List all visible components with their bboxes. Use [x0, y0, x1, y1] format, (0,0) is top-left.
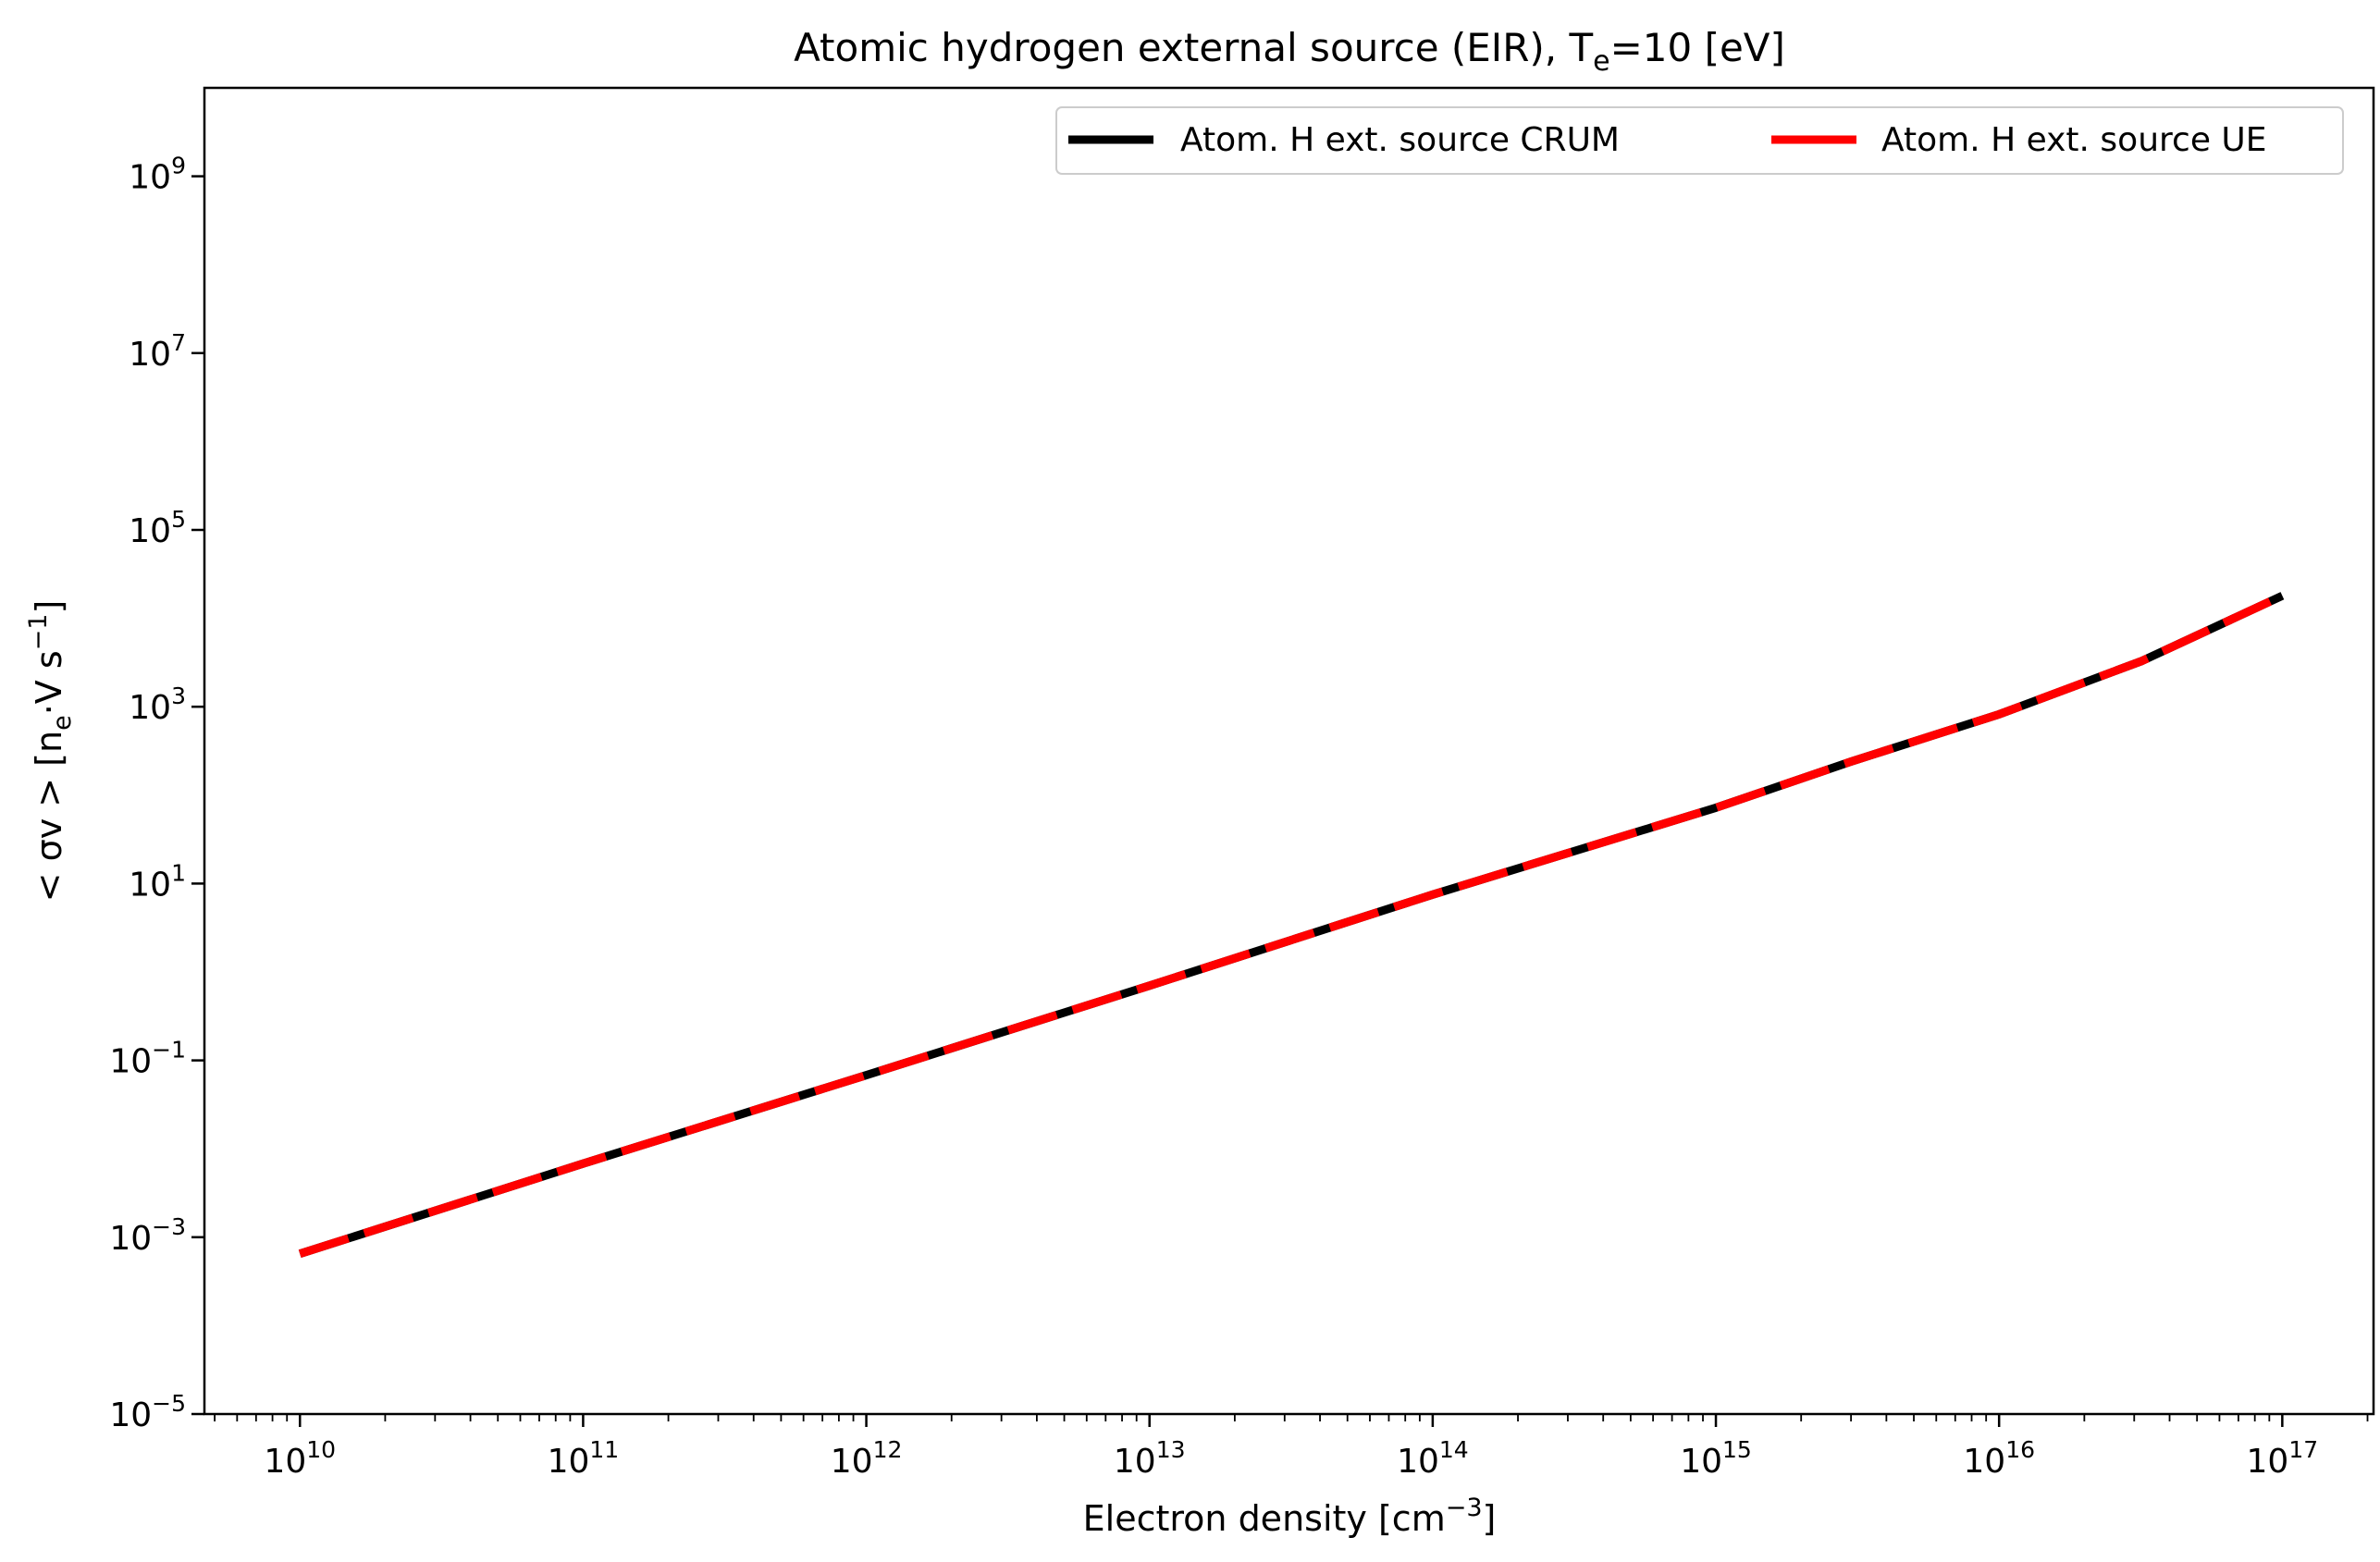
x-axis-label: Electron density [cm−3]	[1083, 1494, 1497, 1539]
x-tick-label: 1017	[2247, 1436, 2319, 1481]
x-major-ticks	[298, 1414, 2284, 1427]
y-tick-label: 10−5	[109, 1390, 186, 1434]
legend-label-crum: Atom. H ext. source CRUM	[1180, 121, 1620, 159]
x-tick-label: 1016	[1963, 1436, 2035, 1481]
legend: Atom. H ext. source CRUM Atom. H ext. so…	[1055, 106, 2344, 175]
x-tick-label: 1011	[548, 1436, 620, 1481]
x-tick-label: 1010	[264, 1436, 336, 1481]
y-tick-label: 109	[129, 153, 186, 197]
y-tick-label: 10−3	[109, 1213, 186, 1258]
series-line-ue	[298, 592, 2285, 1258]
y-tick-label: 107	[129, 329, 186, 374]
plot-frame	[203, 86, 2375, 1416]
y-tick-label: 10−1	[109, 1037, 186, 1081]
x-tick-label: 1015	[1680, 1436, 1752, 1481]
x-minor-ticks	[214, 1414, 2369, 1421]
y-tick-labels: 10−5 10−3 10−1 101 103 105 107 109	[109, 153, 186, 1434]
x-tick-label: 1014	[1397, 1436, 1469, 1481]
series-layer	[298, 592, 2285, 1258]
legend-box	[1055, 106, 2344, 175]
y-axis-label: < σv > [ne·V s−1]	[24, 600, 77, 903]
legend-label-ue: Atom. H ext. source UE	[1881, 121, 2267, 159]
y-tick-label: 101	[129, 859, 186, 904]
x-tick-label: 1013	[1114, 1436, 1186, 1481]
x-tick-labels: 1010 1011 1012 1013 1014 1015 1016 1017	[264, 1436, 2318, 1481]
x-tick-label: 1012	[831, 1436, 903, 1481]
y-tick-label: 105	[129, 506, 186, 550]
y-tick-label: 103	[129, 683, 186, 727]
y-major-ticks	[191, 175, 204, 1416]
chart-title: Atomic hydrogen external source (EIR), T…	[794, 25, 1785, 78]
